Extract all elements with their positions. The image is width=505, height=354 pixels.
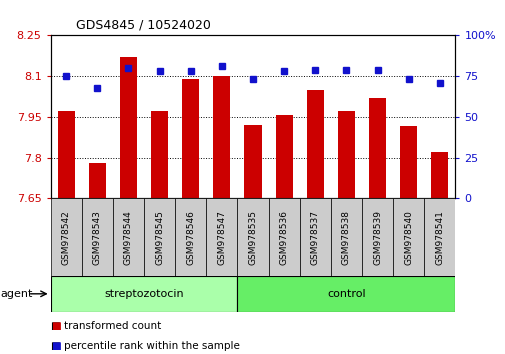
Text: GDS4845 / 10524020: GDS4845 / 10524020 [76, 19, 211, 32]
Bar [423, 198, 454, 276]
Text: ■: ■ [50, 321, 60, 331]
Bar [88, 163, 106, 198]
Text: control: control [326, 289, 365, 299]
Bar [299, 198, 330, 276]
Bar [213, 76, 230, 198]
Bar [82, 198, 113, 276]
Text: ■ transformed count: ■ transformed count [50, 321, 161, 331]
Bar [120, 57, 137, 198]
Text: GSM978535: GSM978535 [248, 210, 257, 265]
Bar [399, 126, 417, 198]
Bar [268, 198, 299, 276]
Text: streptozotocin: streptozotocin [104, 289, 183, 299]
Bar [50, 276, 237, 312]
Text: GSM978539: GSM978539 [372, 210, 381, 265]
Text: GSM978546: GSM978546 [186, 210, 195, 265]
Bar [237, 198, 268, 276]
Text: GSM978540: GSM978540 [403, 210, 413, 265]
Text: GSM978542: GSM978542 [62, 210, 71, 265]
Text: GSM978545: GSM978545 [155, 210, 164, 265]
Text: GSM978541: GSM978541 [434, 210, 443, 265]
Text: ■ percentile rank within the sample: ■ percentile rank within the sample [50, 341, 239, 350]
Bar [50, 198, 82, 276]
Bar [175, 198, 206, 276]
Bar [337, 112, 355, 198]
Bar [306, 90, 323, 198]
Bar [237, 276, 454, 312]
Text: GSM978544: GSM978544 [124, 210, 133, 265]
Bar [206, 198, 237, 276]
Text: GSM978538: GSM978538 [341, 210, 350, 265]
Bar [430, 152, 447, 198]
Bar [58, 112, 75, 198]
Bar [182, 79, 199, 198]
Text: GSM978547: GSM978547 [217, 210, 226, 265]
Text: GSM978537: GSM978537 [310, 210, 319, 265]
Bar [275, 115, 292, 198]
Text: agent: agent [1, 289, 33, 299]
Bar [368, 98, 385, 198]
Bar [361, 198, 392, 276]
Bar [144, 198, 175, 276]
Text: ■: ■ [50, 341, 60, 350]
Bar [392, 198, 423, 276]
Bar [150, 112, 168, 198]
Bar [113, 198, 144, 276]
Bar [330, 198, 361, 276]
Bar [244, 125, 261, 198]
Text: GSM978543: GSM978543 [92, 210, 102, 265]
Text: GSM978536: GSM978536 [279, 210, 288, 265]
